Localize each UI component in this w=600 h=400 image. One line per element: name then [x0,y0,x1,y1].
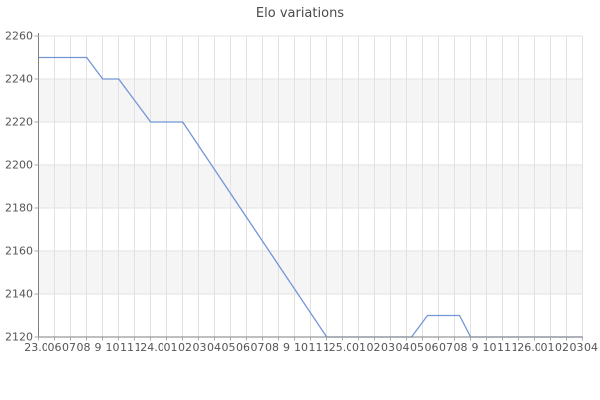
x-tick-label: 10 [481,341,498,354]
x-tick-label: 10 [293,341,309,354]
x-tick-label: 02 [365,341,382,354]
x-tick-label: 01 [162,341,179,354]
y-tick-label: 2260 [5,29,33,43]
x-tick-label: 11 [119,341,135,354]
elo-line [38,56,583,338]
x-tick-label: 02 [177,341,193,354]
x-tick-label: 07 [249,341,266,354]
y-tick-label: 2180 [5,201,33,215]
chart-title: Elo variations [255,6,345,21]
y-tick-label: 2240 [5,72,33,86]
x-tick-label: 08 [452,341,469,354]
y-tick-label: 2140 [5,287,33,301]
y-tick-label: 2120 [5,330,33,344]
x-tick-label: 08 [264,341,280,354]
x-tick-label: 07 [438,341,454,354]
x-tick-label: 06 [423,341,440,354]
x-tick-label: 9 [470,341,480,354]
x-tick-label: 05 [220,341,237,354]
x-tick-label: 9 [282,341,291,354]
x-tick-label: 03 [380,341,396,354]
x-tick-label: 04 [394,341,411,354]
x-tick-label: 02 [554,341,570,354]
x-tick-label: 01 [351,341,367,354]
x-tick-label: 06 [46,341,63,354]
x-tick-label: 11 [307,341,324,354]
y-tick-label: 2200 [5,158,33,172]
x-tick-label: 01 [539,341,556,354]
y-tick-label: 2220 [5,115,33,129]
x-tick-label: 05 [409,341,425,354]
x-tick-label: 04 [206,341,222,354]
x-tick-label: 07 [61,341,77,354]
x-tick-label: 08 [75,341,92,354]
x-tick-label: 06 [235,341,251,354]
x-tick-label: 9 [93,341,103,354]
y-tick-label: 2160 [5,244,33,258]
x-tick-label: 03 [191,341,208,354]
x-tick-label: 10 [104,341,121,354]
x-tick-label: 03 [568,341,585,354]
x-tick-label: 11 [496,341,512,354]
x-tick-label: 04 [583,341,599,354]
